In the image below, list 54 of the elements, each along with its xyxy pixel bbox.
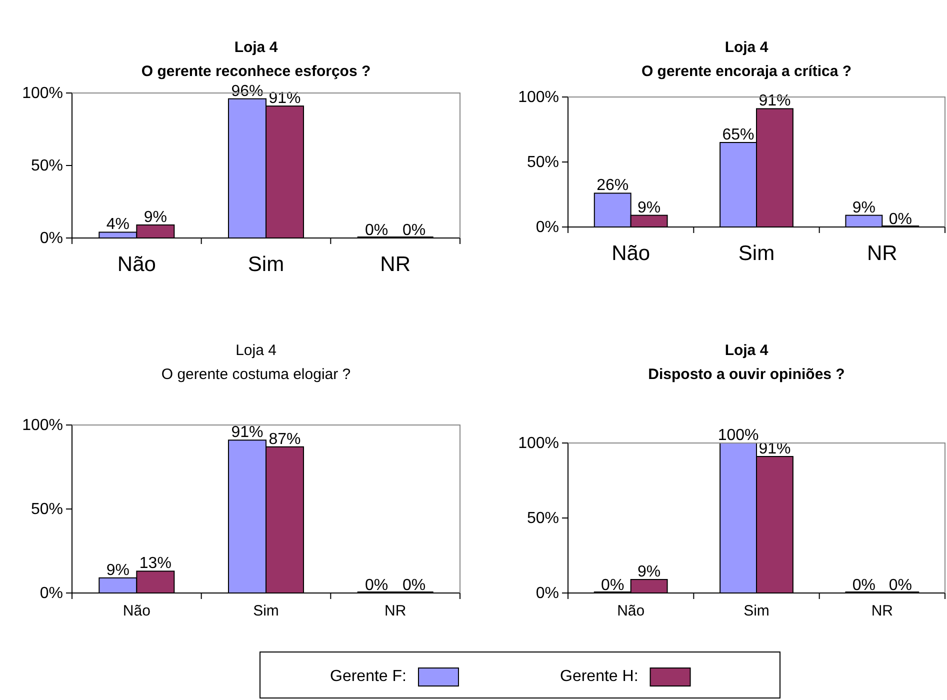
y-tick-label: 0% [536, 585, 559, 602]
data-label: 9% [637, 564, 661, 580]
data-label: 0% [888, 577, 912, 594]
x-tick-label: NR [866, 242, 898, 265]
data-label: 100% [718, 427, 759, 444]
x-tick-label: Sim [744, 602, 770, 620]
chart-title: Loja 4 [236, 342, 276, 359]
y-tick-label: 0% [40, 585, 63, 602]
chart-subtitle: O gerente costuma elogiar ? [161, 366, 351, 383]
y-tick-label: 0% [536, 219, 559, 236]
data-label: 0% [402, 577, 426, 594]
x-tick-label: Não [612, 242, 650, 265]
x-tick-label: Não [122, 602, 150, 620]
y-tick-label: 50% [30, 158, 63, 175]
x-tick-label: NR [871, 602, 894, 620]
chart-subtitle: O gerente reconhece esforços ? [141, 63, 371, 80]
y-tick-label: 50% [526, 510, 559, 528]
chart-title: Loja 4 [234, 39, 278, 56]
data-label: 4% [106, 216, 130, 234]
chart-title: Loja 4 [724, 39, 769, 56]
data-label: 0% [852, 577, 876, 594]
x-tick-label: NR [384, 602, 406, 620]
y-tick-label: 50% [526, 154, 559, 172]
data-label: 0% [365, 577, 388, 594]
x-tick-label: Sim [248, 252, 284, 276]
data-label: 26% [596, 177, 629, 194]
data-label: 0% [365, 222, 388, 239]
x-tick-label: Não [617, 602, 645, 620]
data-label: 91% [231, 424, 264, 442]
y-tick-label: 50% [30, 501, 63, 518]
data-label: 0% [402, 222, 426, 239]
data-label: 65% [722, 126, 754, 144]
y-tick-label: 100% [518, 89, 559, 106]
data-label: 9% [144, 208, 167, 226]
data-label: 9% [106, 562, 130, 579]
data-label: 0% [888, 211, 912, 228]
data-label: 9% [852, 199, 876, 216]
y-tick-label: 100% [22, 85, 63, 102]
data-label: 13% [139, 555, 172, 572]
data-label: 0% [601, 577, 624, 594]
y-tick-label: 0% [40, 230, 63, 248]
legend-label: Gerente F: [330, 668, 406, 685]
x-tick-label: Sim [738, 242, 775, 265]
x-tick-label: NR [380, 252, 411, 276]
chart-subtitle: O gerente encoraja a crítica ? [641, 63, 852, 80]
chart-subtitle: Disposto a ouvir opiniões ? [648, 366, 845, 383]
legend-label: Gerente H: [560, 668, 638, 685]
data-label: 9% [637, 199, 661, 216]
y-tick-label: 100% [518, 435, 559, 452]
chart-title: Loja 4 [724, 342, 769, 359]
x-tick-label: Não [117, 252, 156, 276]
x-tick-label: Sim [253, 602, 279, 620]
data-label: 87% [268, 430, 301, 448]
y-tick-label: 100% [22, 417, 63, 434]
